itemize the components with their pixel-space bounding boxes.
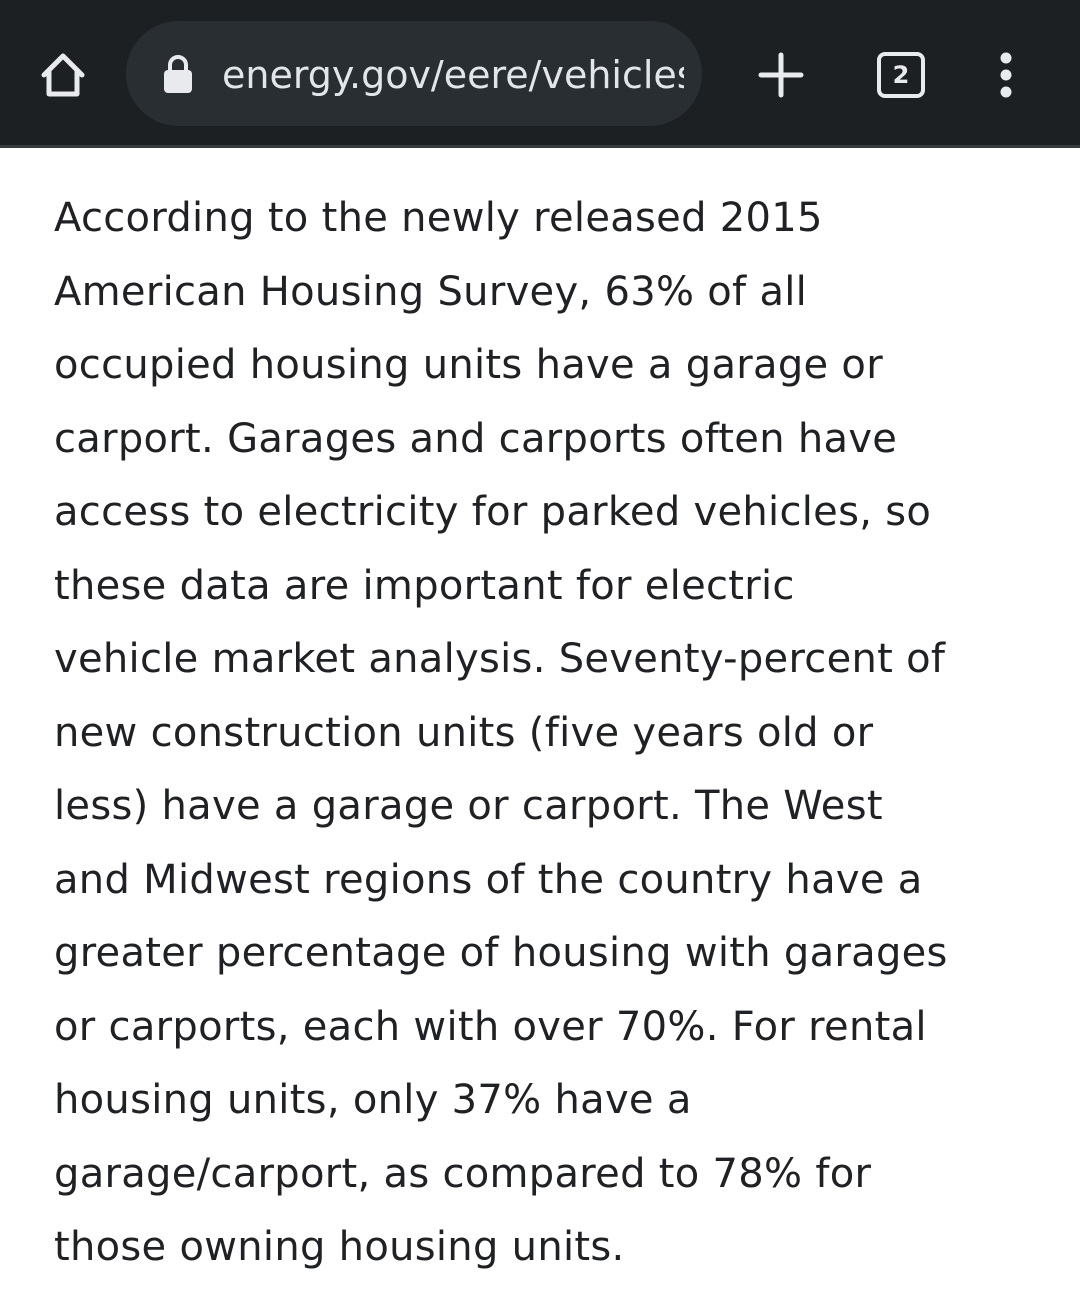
article-line: garage/carport, as compared to 78% for [54,1150,872,1197]
article-line: American Housing Survey, 63% of all [54,268,808,315]
article-line: new construction units (five years old o… [54,709,874,756]
tab-switcher-button[interactable]: 2 [877,52,925,98]
article-line: housing units, only 37% have a [54,1077,692,1123]
article-line: According to the newly released 2015 [54,195,823,241]
article-line: and Midwest regions of the country have … [54,856,923,903]
article-line: occupied housing units have a garage or [54,342,883,388]
plus-icon [758,52,804,98]
article-line: less) have a garage or carport. The West [54,783,883,829]
article-line: or carports, each with over 70%. For ren… [54,1003,927,1050]
article-line: these data are important for electric [54,562,795,609]
address-bar[interactable] [126,21,702,126]
more-vert-icon [1000,52,1012,98]
browser-toolbar: energy.gov/eere/vehicles 2 [0,0,1080,148]
menu-button[interactable] [986,46,1026,104]
home-icon [41,53,85,97]
article-line: greater percentage of housing with garag… [54,930,948,976]
url-text[interactable]: energy.gov/eere/vehicles [222,53,684,97]
new-tab-button[interactable] [752,46,810,104]
article-line: access to electricity for parked vehicle… [54,489,932,535]
home-button[interactable] [32,44,94,106]
article-paragraph: According to the newly released 2015 Ame… [54,182,1044,1285]
article-line: carport. Garages and carports often have [54,415,898,462]
article-line: those owning housing units. [54,1224,625,1270]
lock-icon [164,55,192,93]
article-line: vehicle market analysis. Seventy-percent… [54,636,946,682]
